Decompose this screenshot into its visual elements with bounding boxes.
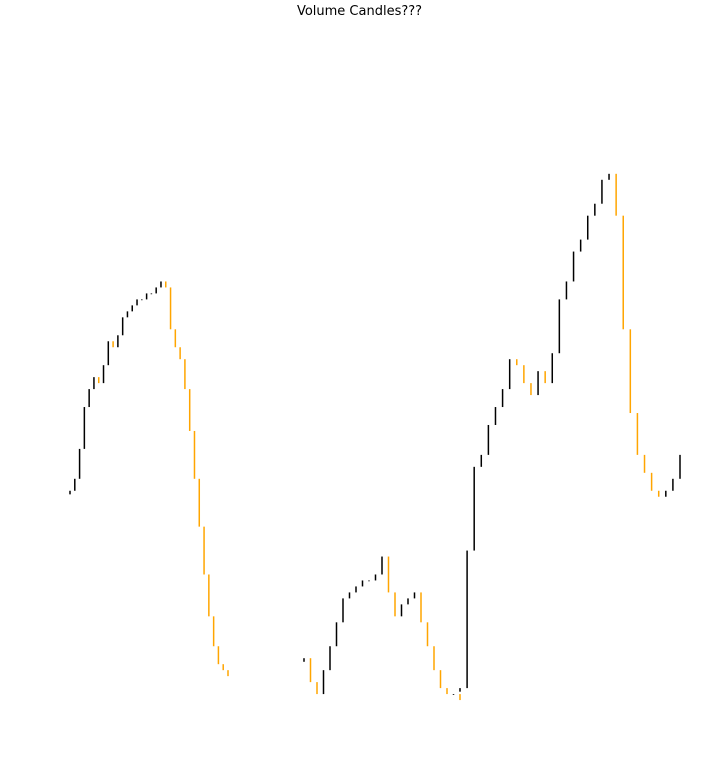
candle	[480, 454, 483, 467]
candle	[184, 359, 186, 390]
candle	[136, 299, 138, 306]
candle	[131, 305, 133, 312]
candle	[551, 353, 554, 384]
candle	[572, 251, 575, 282]
candle	[446, 688, 448, 695]
candle	[544, 371, 546, 384]
candle	[88, 389, 90, 408]
candle	[433, 646, 435, 671]
candle	[217, 646, 220, 665]
candle	[335, 622, 338, 647]
candle	[74, 478, 76, 491]
candle	[112, 341, 114, 348]
candle	[316, 682, 318, 695]
candle	[629, 329, 632, 414]
candle	[387, 556, 390, 593]
candle	[309, 658, 312, 683]
candle	[348, 592, 351, 599]
candle	[160, 281, 162, 288]
candle	[643, 454, 646, 473]
candle	[650, 472, 653, 491]
candle	[83, 407, 86, 449]
candle	[420, 592, 422, 623]
candle	[117, 335, 119, 348]
candle	[601, 179, 603, 204]
candle	[303, 658, 305, 662]
candle	[169, 287, 172, 330]
candle	[126, 311, 129, 318]
candle	[107, 341, 110, 366]
candle	[407, 598, 409, 605]
candle	[608, 173, 610, 180]
candle	[565, 281, 568, 300]
candle	[179, 347, 181, 360]
candle	[208, 574, 210, 617]
candle	[594, 203, 596, 216]
candle	[368, 580, 370, 582]
candle	[636, 413, 639, 455]
candle	[413, 592, 416, 599]
candle	[155, 287, 157, 294]
candle	[586, 215, 589, 240]
candle	[174, 329, 177, 348]
candle	[501, 389, 504, 408]
candle	[459, 688, 461, 692]
candle	[679, 454, 681, 479]
candles-group	[69, 173, 681, 701]
candle	[473, 466, 475, 551]
candle	[150, 293, 153, 295]
candle	[452, 694, 455, 695]
candle	[665, 490, 667, 497]
candle	[494, 407, 497, 425]
candle	[400, 604, 403, 617]
candle	[322, 670, 325, 695]
candle	[672, 478, 674, 491]
candle	[227, 670, 229, 677]
candle	[145, 293, 148, 300]
candle	[69, 490, 71, 495]
candle	[466, 550, 468, 689]
candle	[329, 646, 331, 671]
candle	[426, 622, 429, 647]
candle	[439, 670, 442, 689]
candle	[97, 377, 100, 384]
candle	[622, 215, 624, 330]
candle	[516, 359, 518, 366]
candle	[381, 556, 383, 575]
candle	[193, 430, 196, 479]
candle	[188, 389, 191, 431]
candle	[657, 490, 660, 497]
candle	[342, 598, 344, 623]
candle	[558, 299, 561, 354]
candle	[537, 371, 539, 396]
candle	[579, 239, 582, 252]
chart-title: Volume Candles???	[296, 4, 423, 19]
candle	[459, 694, 461, 701]
candle	[530, 383, 532, 396]
candle	[141, 299, 143, 301]
candle	[165, 281, 167, 288]
candle	[203, 526, 205, 575]
candle	[198, 478, 201, 527]
candle	[523, 365, 525, 384]
candle	[355, 586, 357, 593]
candle	[374, 574, 377, 581]
candle	[93, 377, 95, 390]
candle	[222, 664, 224, 671]
candle	[78, 448, 81, 479]
candle	[361, 580, 364, 587]
candle	[121, 317, 124, 336]
candle	[212, 616, 215, 647]
candle	[487, 424, 490, 455]
candle	[615, 173, 617, 216]
candle	[102, 365, 105, 384]
candle	[394, 592, 396, 617]
candle	[508, 359, 511, 390]
